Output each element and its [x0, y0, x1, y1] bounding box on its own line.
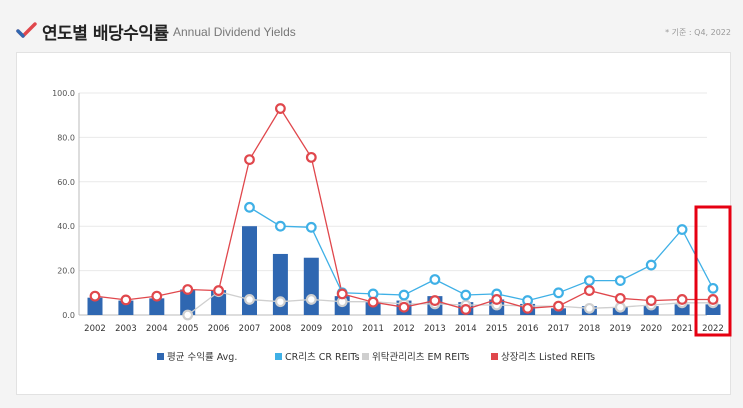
series-point — [553, 300, 564, 312]
bar-avg — [674, 304, 690, 315]
x-tick-label: 2013 — [424, 324, 446, 334]
bar-avg — [303, 257, 319, 315]
dividend-yield-chart: 0.0 20.0 40.0 60.0 80.0 100.0 2002 2003 2004 2005… — [52, 89, 732, 363]
y-tick-label: 40.0 — [57, 222, 75, 231]
series-point — [460, 289, 472, 301]
series-point — [614, 275, 626, 286]
base-date-note: * 기준 : Q4, 2022 — [665, 28, 731, 37]
page-title: 연도별 배당수익률 — [42, 24, 169, 44]
bar-avg — [643, 306, 659, 315]
series-point — [89, 290, 101, 302]
series-point — [275, 220, 286, 232]
legend-swatch — [491, 353, 498, 360]
x-tick-label: 2017 — [548, 324, 570, 334]
series-point — [707, 294, 719, 305]
bar-avg — [242, 226, 257, 315]
bar-avg — [180, 289, 196, 315]
series-line — [187, 290, 713, 316]
x-tick-label: 2022 — [702, 324, 724, 334]
series-point — [398, 301, 410, 313]
bar-avg — [551, 308, 566, 315]
series-point — [584, 302, 595, 314]
x-tick-label: 2021 — [671, 324, 693, 334]
x-tick-label: 2014 — [455, 324, 477, 334]
x-tick-label: 2018 — [579, 324, 601, 334]
series-point — [614, 292, 626, 304]
bar-avg — [149, 298, 165, 315]
legend-swatch — [275, 353, 282, 360]
series-point — [244, 201, 255, 213]
series-point — [645, 259, 657, 271]
x-tick-label: 2002 — [84, 324, 106, 334]
series-point — [244, 154, 255, 165]
series-point — [305, 221, 317, 233]
series-point — [336, 288, 348, 300]
series-point — [429, 295, 441, 306]
series-point — [275, 296, 286, 308]
y-tick-label: 80.0 — [57, 133, 75, 142]
x-tick-label: 2011 — [362, 324, 384, 334]
bar-avg — [211, 290, 227, 315]
series-point — [151, 290, 163, 302]
series-point — [398, 289, 410, 301]
y-tick-label: 100.0 — [52, 89, 75, 98]
x-tick-label: 2019 — [609, 324, 631, 334]
x-tick-label: 2012 — [393, 324, 415, 334]
chart-panel: 0.0 20.0 40.0 60.0 80.0 100.0 2002 2003 2004 2005… — [16, 52, 732, 395]
chart-header: 연도별 배당수익률 Annual Dividend Yields * 기준 : … — [0, 0, 743, 52]
highlight-box — [694, 205, 732, 337]
legend-label: 위탁관리리츠 EM REITs — [372, 351, 469, 363]
series-line — [249, 206, 714, 302]
series-point — [182, 284, 194, 295]
series-point — [491, 294, 503, 305]
series-point — [213, 285, 225, 296]
bar-avg — [87, 297, 103, 315]
series-point — [460, 304, 472, 315]
bar-avg — [118, 300, 134, 315]
series-point — [305, 151, 317, 163]
legend-swatch — [157, 353, 164, 360]
x-tick-label: 2015 — [486, 324, 508, 334]
series-point — [676, 224, 688, 235]
y-tick-label: 60.0 — [57, 178, 75, 187]
series-point — [553, 287, 564, 299]
series-point — [367, 296, 379, 308]
series-point — [305, 294, 317, 305]
x-tick-label: 2005 — [177, 324, 199, 334]
x-tick-label: 2010 — [331, 324, 353, 334]
series-point — [429, 274, 441, 285]
series-point — [676, 294, 688, 305]
legend-swatch — [362, 353, 369, 360]
series-point — [584, 285, 595, 296]
x-tick-label: 2008 — [270, 324, 292, 334]
x-tick-label: 2020 — [640, 324, 662, 334]
series-point — [120, 294, 132, 306]
legend-label: 평균 수익률 Avg. — [167, 351, 237, 363]
series-point — [584, 275, 595, 286]
x-tick-label: 2004 — [146, 324, 168, 334]
x-tick-label: 2016 — [517, 324, 539, 334]
y-tick-label: 20.0 — [57, 267, 75, 276]
series-point — [275, 103, 286, 114]
series-point — [645, 295, 657, 306]
legend-label: CR리츠 CR REITs — [285, 352, 360, 363]
page-subtitle: Annual Dividend Yields — [173, 25, 296, 39]
y-tick-label: 0.0 — [62, 311, 75, 320]
series-point — [522, 302, 534, 314]
x-tick-label: 2007 — [239, 324, 261, 334]
x-tick-label: 2009 — [300, 324, 322, 334]
series-point — [707, 282, 719, 294]
bar-avg — [705, 304, 721, 315]
series-point — [182, 309, 194, 321]
check-icon — [16, 22, 37, 38]
series-point — [244, 294, 255, 305]
x-tick-label: 2006 — [208, 324, 230, 334]
series-point — [614, 301, 626, 313]
x-tick-label: 2003 — [115, 324, 137, 334]
legend-label: 상장리츠 Listed REITs — [501, 352, 595, 363]
